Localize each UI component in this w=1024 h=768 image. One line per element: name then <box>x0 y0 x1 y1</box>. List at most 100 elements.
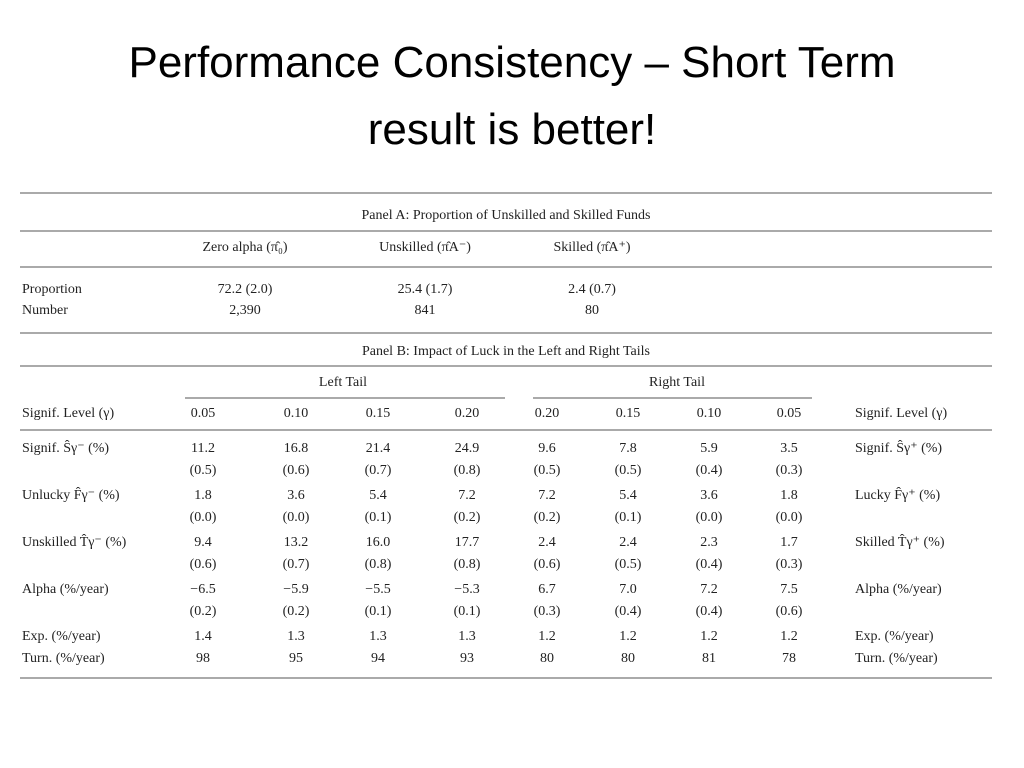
cell: 80 <box>621 651 635 666</box>
cell: 78 <box>782 651 796 666</box>
std-error: (0.1) <box>615 510 642 525</box>
cell: 9.4 <box>194 535 212 550</box>
std-error: (0.0) <box>190 510 217 525</box>
std-error: (0.8) <box>454 557 481 572</box>
row-label: Turn. (%/year) <box>855 651 938 666</box>
panel-title: Panel A: Proportion of Unskilled and Ski… <box>362 208 651 223</box>
cell: 1.4 <box>194 629 212 644</box>
cell: 11.2 <box>191 441 215 456</box>
std-error: (0.4) <box>615 604 642 619</box>
std-error: (0.6) <box>190 557 217 572</box>
cell: 94 <box>371 651 385 666</box>
cell: −6.5 <box>190 582 215 597</box>
cell: 95 <box>289 651 303 666</box>
cell: 6.7 <box>538 582 556 597</box>
std-error: (0.7) <box>283 557 310 572</box>
std-error: (0.8) <box>365 557 392 572</box>
column-header: 0.10 <box>284 406 309 421</box>
cell: 7.0 <box>619 582 637 597</box>
cell: 7.2 <box>458 488 476 503</box>
cell: 9.6 <box>538 441 556 456</box>
cell: 25.4 (1.7) <box>398 282 453 297</box>
std-error: (0.5) <box>190 463 217 478</box>
column-header: 0.15 <box>616 406 641 421</box>
std-error: (0.8) <box>454 463 481 478</box>
cell: 81 <box>702 651 716 666</box>
std-error: (0.1) <box>365 604 392 619</box>
cell: 1.8 <box>780 488 798 503</box>
row-label: Signif. Level (γ) <box>855 406 947 421</box>
std-error: (0.2) <box>454 510 481 525</box>
cell: 2.4 <box>538 535 556 550</box>
cell: 5.4 <box>619 488 637 503</box>
group-header: Right Tail <box>649 375 705 390</box>
cell: 16.0 <box>366 535 391 550</box>
column-header: 0.20 <box>455 406 480 421</box>
cell: 1.2 <box>700 629 718 644</box>
cell: −5.3 <box>454 582 479 597</box>
cell: 1.2 <box>538 629 556 644</box>
column-header: 0.20 <box>535 406 560 421</box>
std-error: (0.0) <box>696 510 723 525</box>
row-label: Unlucky F̂γ⁻ (%) <box>22 486 120 503</box>
group-header: Left Tail <box>319 375 367 390</box>
row-label: Alpha (%/year) <box>22 582 109 597</box>
cell: 841 <box>415 303 436 318</box>
std-error: (0.5) <box>534 463 561 478</box>
row-label: Signif. Ŝγ⁺ (%) <box>855 439 942 456</box>
column-header: 0.05 <box>777 406 802 421</box>
row-label: Exp. (%/year) <box>855 629 934 644</box>
std-error: (0.0) <box>283 510 310 525</box>
cell: 5.4 <box>369 488 387 503</box>
column-header: 0.10 <box>697 406 722 421</box>
std-error: (0.6) <box>776 604 803 619</box>
cell: 1.3 <box>458 629 476 644</box>
cell: 72.2 (2.0) <box>218 282 273 297</box>
std-error: (0.3) <box>776 557 803 572</box>
cell: 2.3 <box>700 535 718 550</box>
row-label: Proportion <box>22 282 82 297</box>
cell: 80 <box>585 303 599 318</box>
column-header: Skilled (π̂A⁺) <box>553 240 630 255</box>
column-header: Unskilled (π̂A⁻) <box>379 240 471 255</box>
column-header: 0.15 <box>366 406 391 421</box>
cell: 7.2 <box>700 582 718 597</box>
cell: 1.7 <box>780 535 798 550</box>
std-error: (0.0) <box>776 510 803 525</box>
std-error: (0.2) <box>283 604 310 619</box>
row-label: Alpha (%/year) <box>855 582 942 597</box>
cell: 3.6 <box>700 488 718 503</box>
cell: 3.6 <box>287 488 305 503</box>
cell: 21.4 <box>366 441 391 456</box>
row-label: Skilled T̂γ⁺ (%) <box>855 533 945 550</box>
row-label: Number <box>22 303 68 318</box>
cell: 1.3 <box>287 629 305 644</box>
cell: 7.8 <box>619 441 637 456</box>
row-label: Signif. Level (γ) <box>22 406 114 421</box>
std-error: (0.1) <box>454 604 481 619</box>
std-error: (0.4) <box>696 463 723 478</box>
cell: 16.8 <box>284 441 309 456</box>
cell: −5.5 <box>365 582 390 597</box>
cell: 1.2 <box>619 629 637 644</box>
std-error: (0.3) <box>776 463 803 478</box>
cell: 1.2 <box>780 629 798 644</box>
row-label: Signif. Ŝγ⁻ (%) <box>22 439 109 456</box>
cell: 98 <box>196 651 210 666</box>
cell: 3.5 <box>780 441 798 456</box>
row-label: Exp. (%/year) <box>22 629 101 644</box>
std-error: (0.2) <box>534 510 561 525</box>
cell: 2.4 <box>619 535 637 550</box>
std-error: (0.7) <box>365 463 392 478</box>
std-error: (0.5) <box>615 557 642 572</box>
std-error: (0.5) <box>615 463 642 478</box>
cell: 93 <box>460 651 474 666</box>
column-header: 0.05 <box>191 406 216 421</box>
slide-title: Performance Consistency – Short Term resu… <box>128 38 895 154</box>
cell: 24.9 <box>455 441 480 456</box>
std-error: (0.1) <box>365 510 392 525</box>
cell: 1.8 <box>194 488 212 503</box>
row-label: Lucky F̂γ⁺ (%) <box>855 486 940 503</box>
